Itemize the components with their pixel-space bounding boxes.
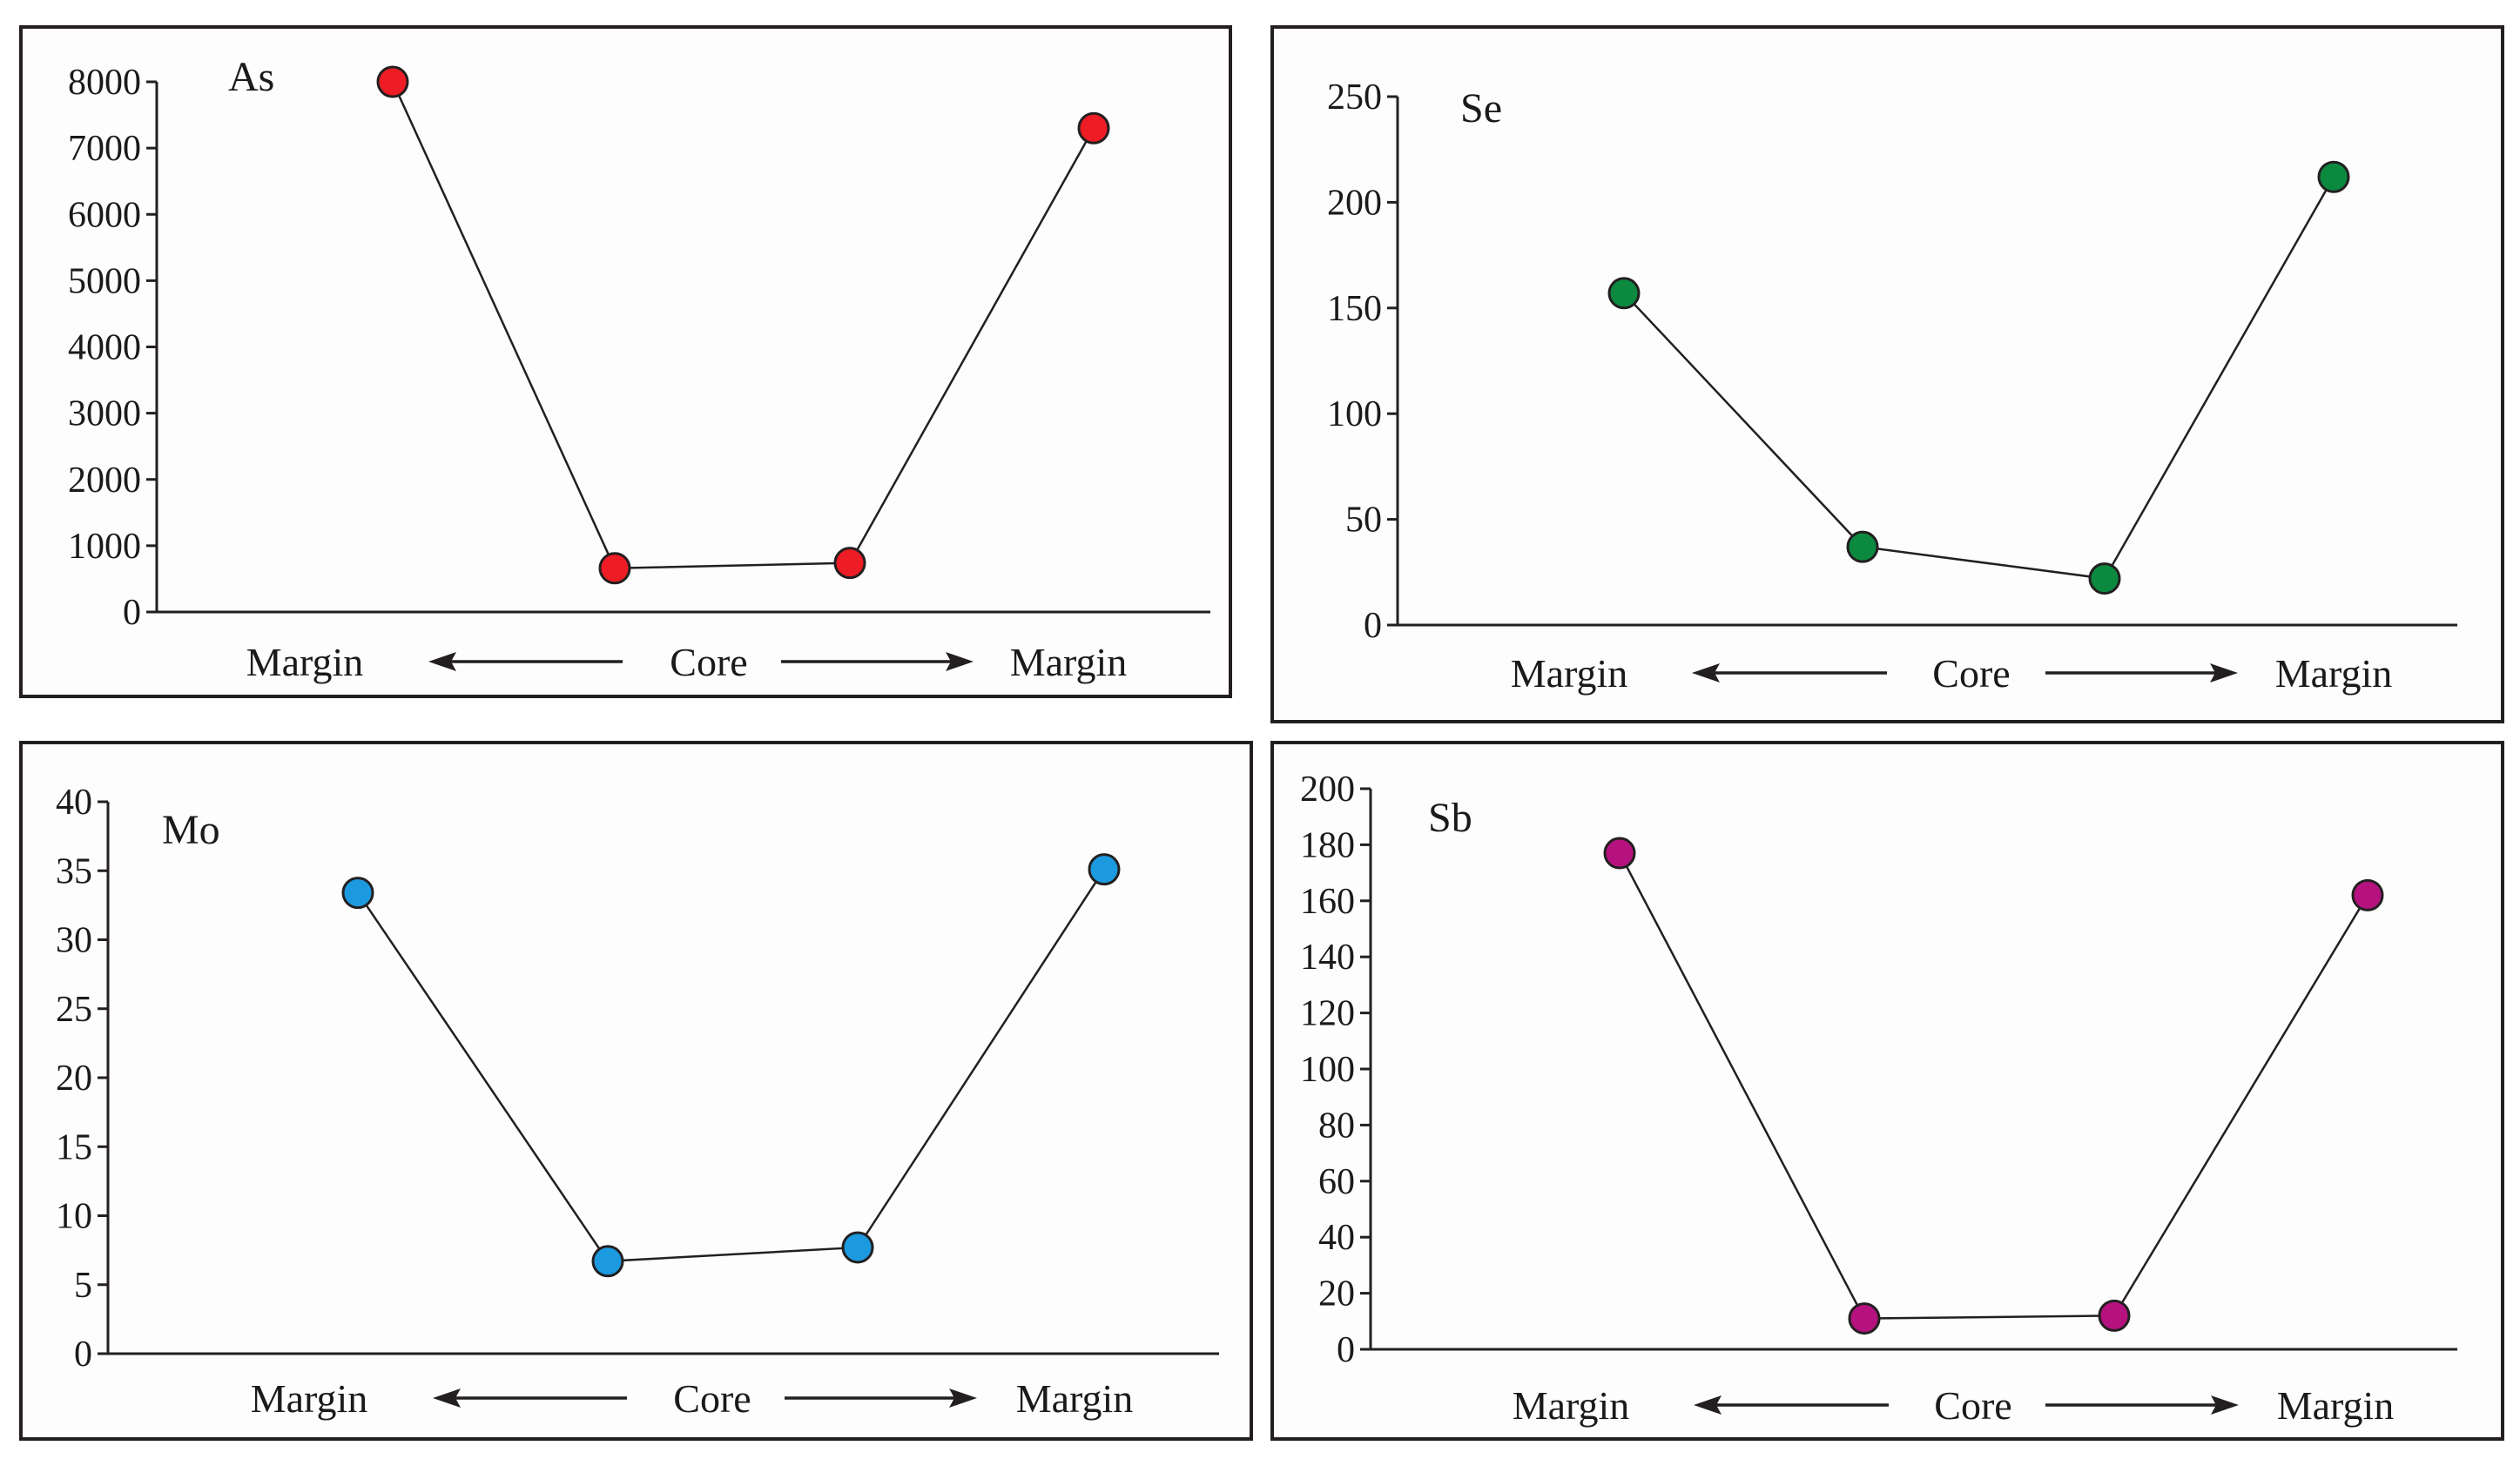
- y-tick-label: 100: [1300, 1050, 1355, 1090]
- direction-label-right: Margin: [1010, 640, 1128, 684]
- y-tick-label: 40: [56, 783, 92, 823]
- direction-label-center: Core: [1932, 651, 2010, 696]
- y-tick-label: 1000: [68, 527, 141, 567]
- data-point: [1077, 111, 1110, 145]
- y-tick-label: 100: [1327, 394, 1382, 434]
- direction-label-center: Core: [1934, 1383, 2011, 1428]
- panel-as: 0 1000 2000 3000 4000 5000 6000 7000 8000 As Margi…: [19, 25, 1232, 698]
- y-tick-label: 10: [56, 1197, 92, 1237]
- direction-label-left: Margin: [246, 640, 364, 684]
- direction-label-right: Margin: [2277, 1383, 2395, 1428]
- arrow-right-icon: [949, 1388, 977, 1408]
- direction-label-center: Core: [670, 640, 747, 684]
- y-tick-label: 20: [1318, 1274, 1355, 1314]
- y-tick-label: 8000: [68, 63, 141, 103]
- arrow-left-icon: [1692, 663, 1720, 682]
- direction-label-left: Margin: [1511, 651, 1628, 696]
- y-tick-label: 20: [56, 1059, 92, 1099]
- data-point: [1846, 530, 1879, 563]
- y-tick-label: 50: [1345, 501, 1382, 541]
- direction-label-left: Margin: [1513, 1383, 1630, 1428]
- y-tick-label: 80: [1318, 1106, 1355, 1146]
- y-tick-label: 200: [1327, 183, 1382, 223]
- data-point: [2098, 1299, 2131, 1332]
- data-point: [376, 65, 409, 98]
- data-point: [2088, 562, 2121, 595]
- y-tick-label: 250: [1327, 77, 1382, 118]
- y-tick-label: 160: [1300, 882, 1355, 922]
- direction-label-right: Margin: [2275, 651, 2393, 696]
- y-tick-label: 25: [56, 990, 92, 1030]
- arrow-left-icon: [1694, 1395, 1722, 1415]
- y-tick-label: 5000: [68, 261, 141, 301]
- data-point: [1088, 853, 1121, 886]
- data-point: [833, 547, 866, 580]
- y-tick-label: 6000: [68, 195, 141, 235]
- y-tick-label: 180: [1300, 825, 1355, 865]
- y-tick-label: 150: [1327, 289, 1382, 329]
- data-point: [598, 552, 631, 585]
- arrow-left-icon: [428, 652, 456, 671]
- y-tick-label: 0: [74, 1335, 92, 1375]
- arrow-right-icon: [2210, 663, 2238, 682]
- y-tick-label: 30: [56, 921, 92, 961]
- y-tick-label: 15: [56, 1127, 92, 1167]
- y-tick-label: 2000: [68, 461, 141, 501]
- panel-frame: [19, 25, 1232, 698]
- direction-label-center: Core: [673, 1376, 751, 1421]
- chart-title: Se: [1460, 85, 1502, 131]
- arrow-left-icon: [433, 1388, 461, 1408]
- panel-frame: [1270, 741, 2504, 1441]
- arrow-right-icon: [2211, 1395, 2239, 1415]
- y-tick-label: 0: [123, 593, 141, 633]
- y-tick-label: 120: [1300, 994, 1355, 1034]
- chart-title: As: [228, 54, 274, 100]
- panel-frame: [19, 741, 1253, 1441]
- arrow-right-icon: [946, 652, 974, 671]
- panel-sb: 0 20 40 60 80 100 120 140 160 180 200 Sb Margin Core M…: [1270, 741, 2504, 1441]
- data-point: [1607, 277, 1641, 310]
- series-line: [391, 81, 1095, 570]
- y-tick-label: 200: [1300, 770, 1355, 810]
- panel-mo: 0 5 10 15 20 25 30 35 40 Mo Margin Core Margin: [19, 741, 1253, 1441]
- series-line: [356, 868, 1106, 1263]
- chart-title: Mo: [162, 807, 220, 853]
- direction-label-right: Margin: [1016, 1376, 1134, 1421]
- y-tick-label: 5: [74, 1266, 92, 1306]
- data-point: [2317, 160, 2350, 193]
- y-tick-label: 4000: [68, 328, 141, 368]
- y-tick-label: 0: [1337, 1330, 1355, 1370]
- y-tick-label: 0: [1364, 606, 1382, 646]
- data-point: [2351, 878, 2384, 911]
- y-tick-label: 40: [1318, 1218, 1355, 1258]
- y-tick-label: 7000: [68, 129, 141, 169]
- panel-frame: [1270, 25, 2504, 723]
- data-point: [1848, 1302, 1881, 1335]
- y-tick-label: 140: [1300, 938, 1355, 978]
- y-tick-label: 35: [56, 851, 92, 891]
- data-point: [841, 1231, 874, 1264]
- direction-label-left: Margin: [251, 1376, 368, 1421]
- y-tick-label: 60: [1318, 1162, 1355, 1202]
- data-point: [341, 877, 374, 910]
- data-point: [1603, 837, 1636, 870]
- y-tick-label: 3000: [68, 394, 141, 434]
- data-point: [591, 1245, 624, 1278]
- panel-se: 0 50 100 150 200 250 Se Margin Core Margin: [1270, 25, 2504, 723]
- chart-title: Sb: [1428, 795, 1472, 841]
- series-line: [1623, 176, 2335, 580]
- series-line: [1618, 852, 2369, 1320]
